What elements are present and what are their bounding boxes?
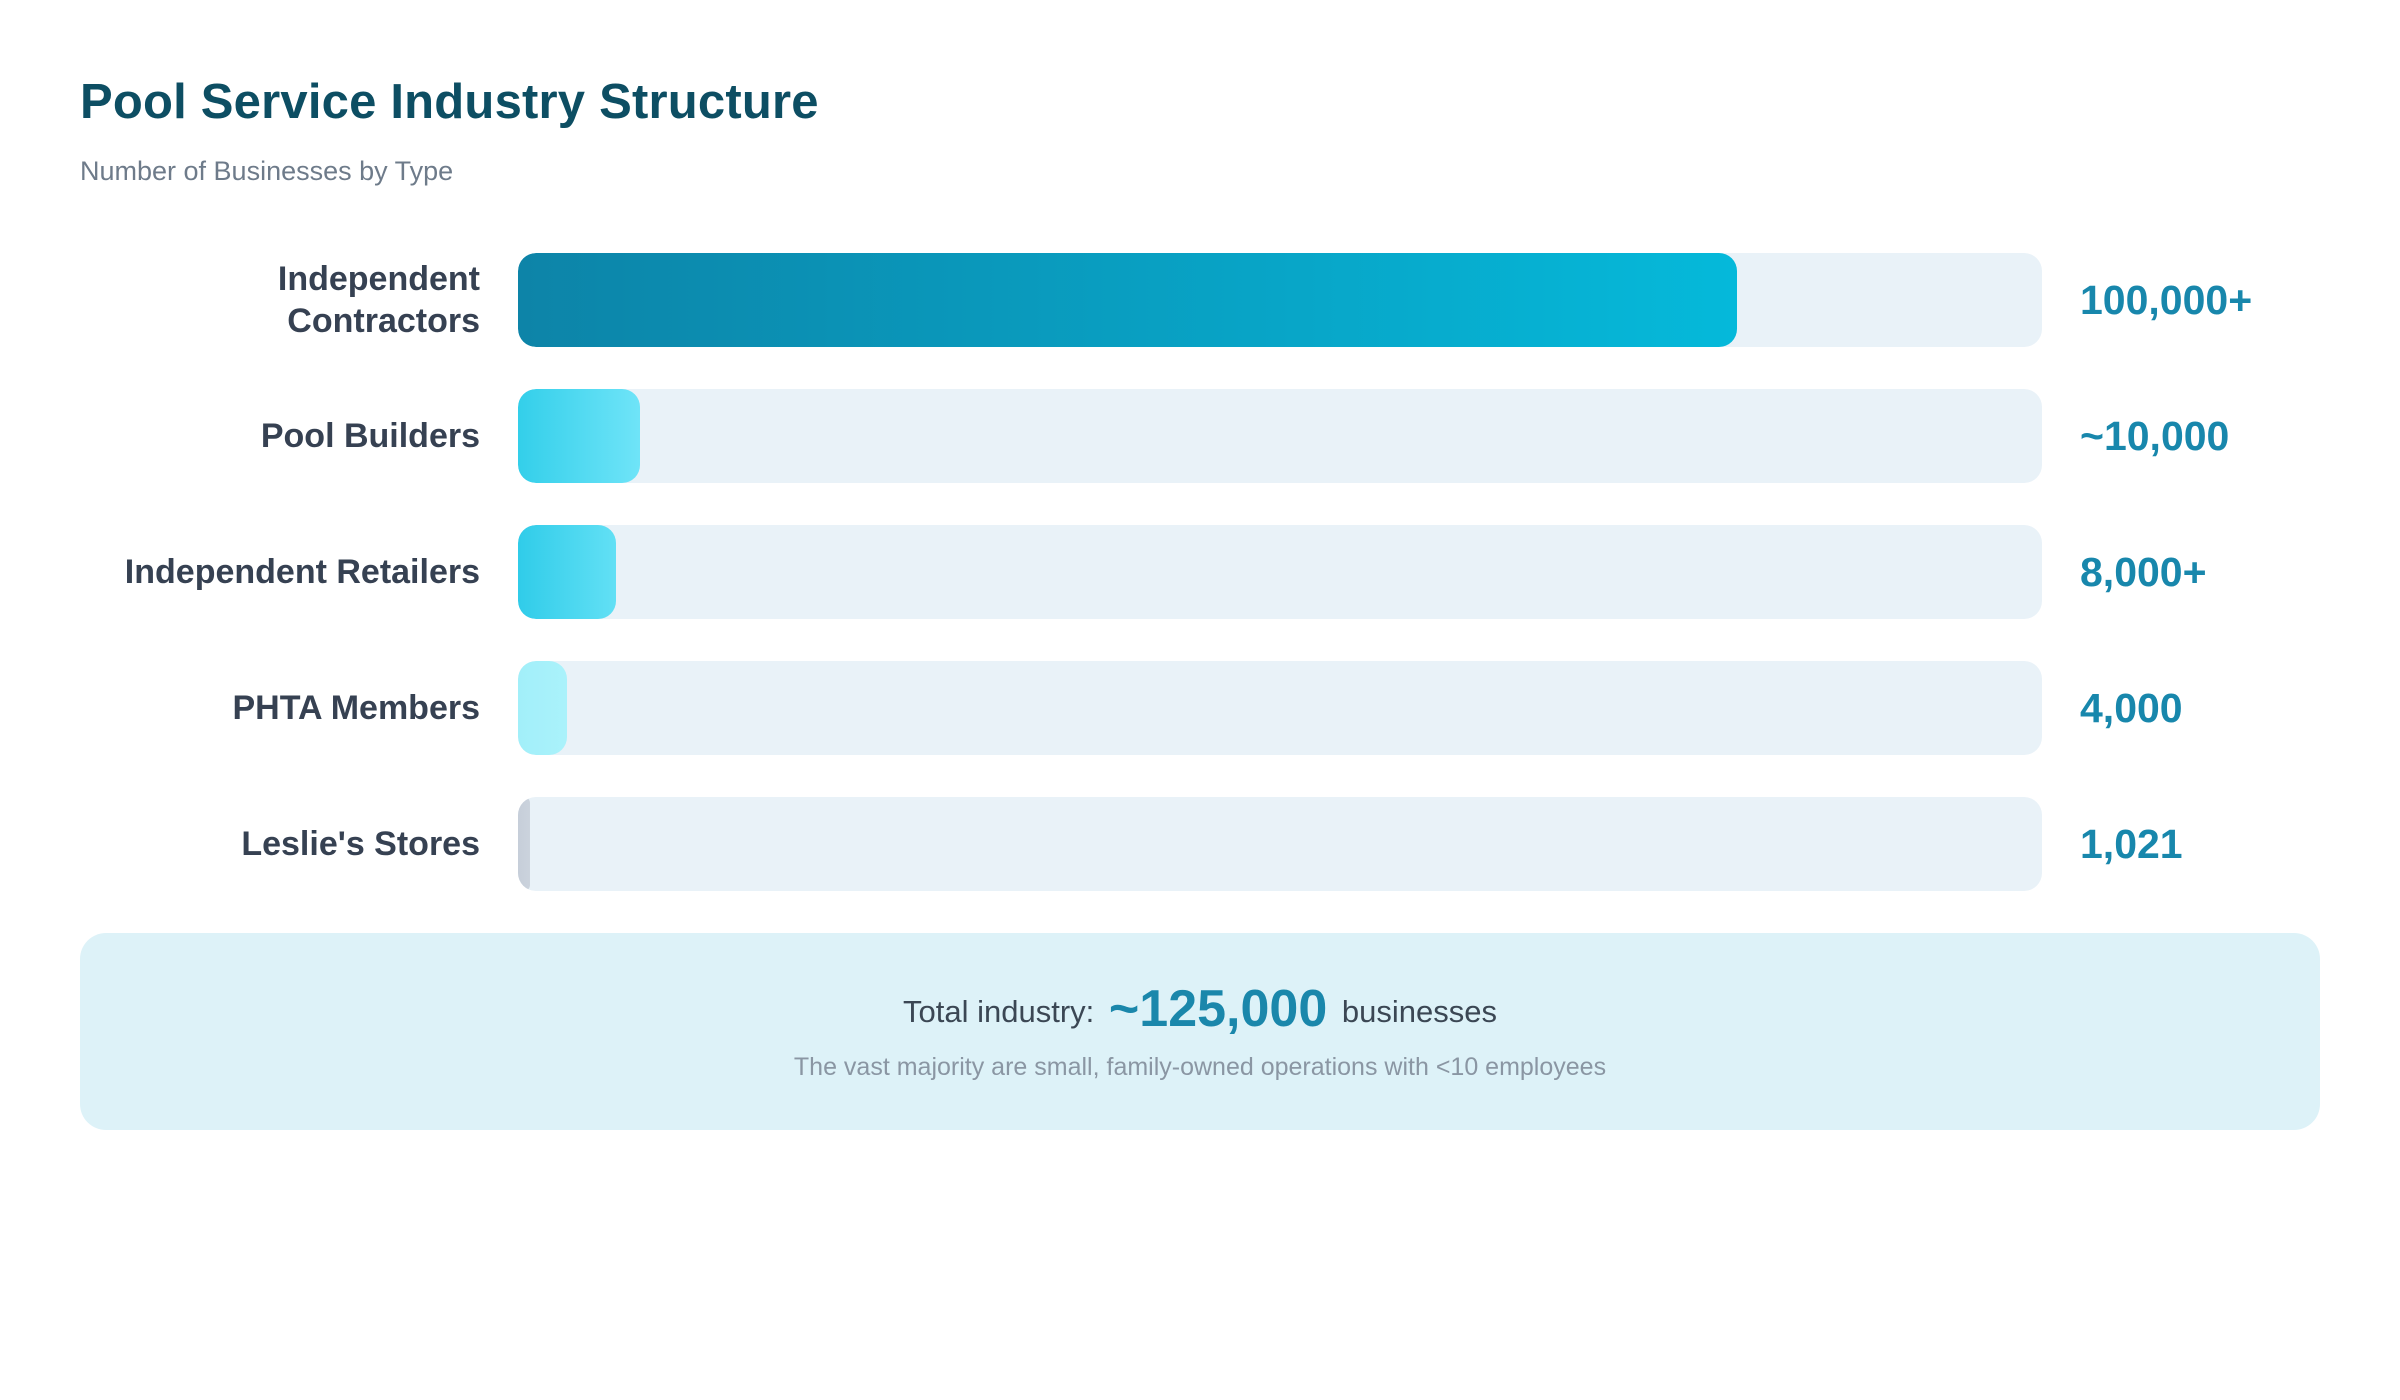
bar-track bbox=[518, 525, 2042, 619]
bar-fill bbox=[518, 253, 1738, 347]
row-label: Pool Builders bbox=[260, 416, 480, 455]
bar-track bbox=[518, 797, 2042, 891]
bar-track bbox=[518, 389, 2042, 483]
chart-row: Leslie's Stores 1,021 bbox=[80, 797, 2320, 891]
row-label: Leslie's Stores bbox=[241, 824, 480, 863]
row-label: Independent Retailers bbox=[124, 552, 480, 591]
chart-row: Independent Contractors 100,000+ bbox=[80, 253, 2320, 347]
row-value: 4,000 bbox=[2080, 684, 2183, 731]
row-label: Independent Contractors bbox=[277, 259, 480, 340]
total-line: Total industry: ~125,000 businesses bbox=[120, 979, 2280, 1039]
bar-track bbox=[518, 661, 2042, 755]
row-value: 100,000+ bbox=[2080, 276, 2253, 323]
bar-track bbox=[518, 253, 2042, 347]
bar-fill bbox=[518, 525, 616, 619]
bar-fill bbox=[518, 389, 640, 483]
chart-row: PHTA Members 4,000 bbox=[80, 661, 2320, 755]
summary-card: Total industry: ~125,000 businesses The … bbox=[80, 933, 2320, 1130]
bar-fill bbox=[518, 797, 531, 891]
total-prefix: Total industry: bbox=[903, 994, 1103, 1029]
page-title: Pool Service Industry Structure bbox=[80, 75, 819, 129]
bar-chart: Independent Contractors 100,000+ Pool Bu… bbox=[80, 253, 2320, 891]
row-label: PHTA Members bbox=[232, 688, 481, 727]
total-suffix: businesses bbox=[1333, 994, 1497, 1029]
row-value: 1,021 bbox=[2080, 820, 2183, 867]
bar-fill bbox=[518, 661, 567, 755]
row-value: ~10,000 bbox=[2080, 412, 2230, 459]
row-value: 8,000+ bbox=[2080, 548, 2207, 595]
chart-row: Pool Builders ~10,000 bbox=[80, 389, 2320, 483]
chart-row: Independent Retailers 8,000+ bbox=[80, 525, 2320, 619]
page-subtitle: Number of Businesses by Type bbox=[80, 156, 454, 186]
total-value: ~125,000 bbox=[1108, 980, 1328, 1038]
summary-note: The vast majority are small, family-owne… bbox=[793, 1053, 1607, 1081]
